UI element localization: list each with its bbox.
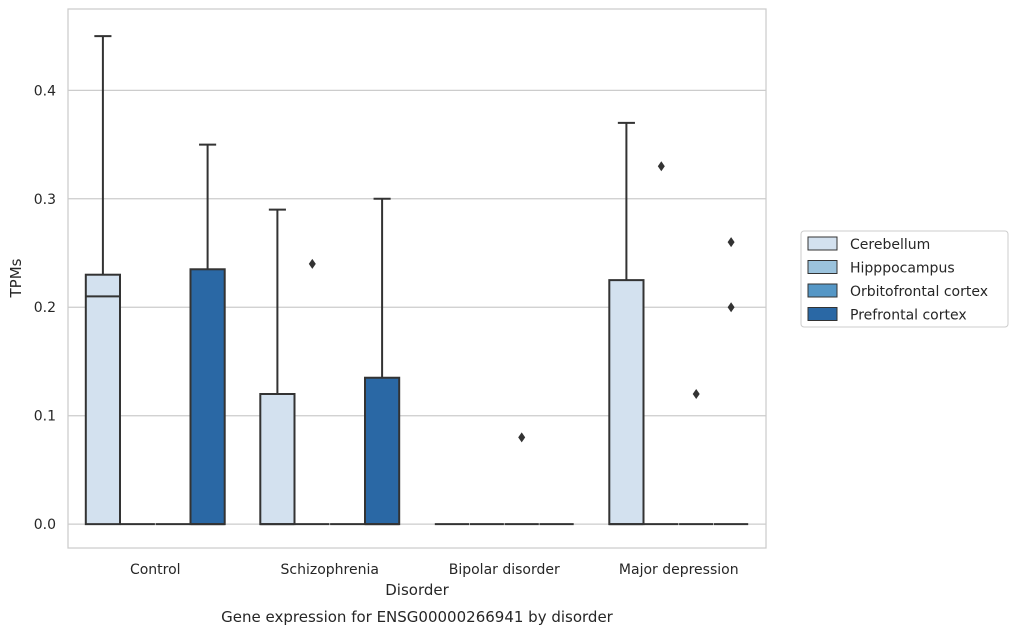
box-body	[363, 376, 401, 526]
legend-swatch	[807, 236, 838, 251]
box-prefrontal-cortex-0	[189, 143, 226, 526]
x-tick-label: Bipolar disorder	[449, 562, 560, 578]
y-tick-label: 0.2	[34, 300, 56, 316]
y-tick-labels: 0.0 0.1 0.2 0.3 0.4	[34, 83, 56, 533]
box-body	[84, 273, 122, 526]
plot-frame	[67, 8, 767, 549]
legend-entry: Cerebellum	[850, 237, 930, 253]
box-prefrontal-cortex-1	[363, 197, 401, 526]
box-cerebellum-0	[84, 35, 122, 526]
legend: Cerebellum Hipppocampus Orbitofrontal cort…	[800, 230, 1009, 328]
legend-swatch	[807, 260, 838, 274]
outlier-point	[657, 161, 665, 172]
y-tick-label: 0.0	[34, 517, 56, 533]
y-tick-label: 0.1	[34, 409, 56, 425]
box-body	[189, 268, 226, 526]
x-tick-label: Schizophrenia	[281, 562, 379, 578]
legend-entry: Hipppocampus	[850, 261, 955, 277]
y-tick-label: 0.3	[34, 192, 56, 208]
legend-entry: Orbitofrontal cortex	[850, 284, 988, 300]
chart-caption: Gene expression for ENSG00000266941 by d…	[221, 608, 614, 626]
y-axis-label: TPMs	[7, 258, 25, 298]
box-cerebellum-3	[608, 121, 645, 526]
outlier-point	[518, 432, 526, 443]
box-hipppocampus-1	[295, 258, 330, 526]
box-orbitofrontal-cortex-3	[679, 389, 714, 526]
legend-entry: Prefrontal cortex	[850, 308, 967, 324]
legend-swatch	[807, 283, 838, 298]
box-body	[608, 279, 645, 526]
plot-background	[68, 9, 766, 548]
y-tick-label: 0.4	[34, 83, 56, 99]
x-tick-label: Control	[130, 562, 181, 578]
outlier-point	[727, 302, 735, 313]
legend-swatch	[807, 307, 838, 321]
box-prefrontal-cortex-3	[713, 237, 749, 526]
box-orbitofrontal-cortex-2	[504, 432, 539, 526]
x-tick-labels: Control Schizophrenia Bipolar disorder Majo…	[130, 562, 739, 578]
box-hipppocampus-3	[644, 161, 679, 526]
outlier-point	[308, 258, 316, 269]
boxes	[84, 35, 749, 526]
x-axis-label: Disorder	[385, 581, 449, 599]
box-body	[259, 393, 296, 526]
legend-frame	[800, 230, 1009, 328]
x-tick-label: Major depression	[619, 562, 739, 578]
outlier-point	[727, 237, 735, 248]
box-cerebellum-1	[259, 208, 296, 526]
outlier-point	[692, 389, 700, 399]
